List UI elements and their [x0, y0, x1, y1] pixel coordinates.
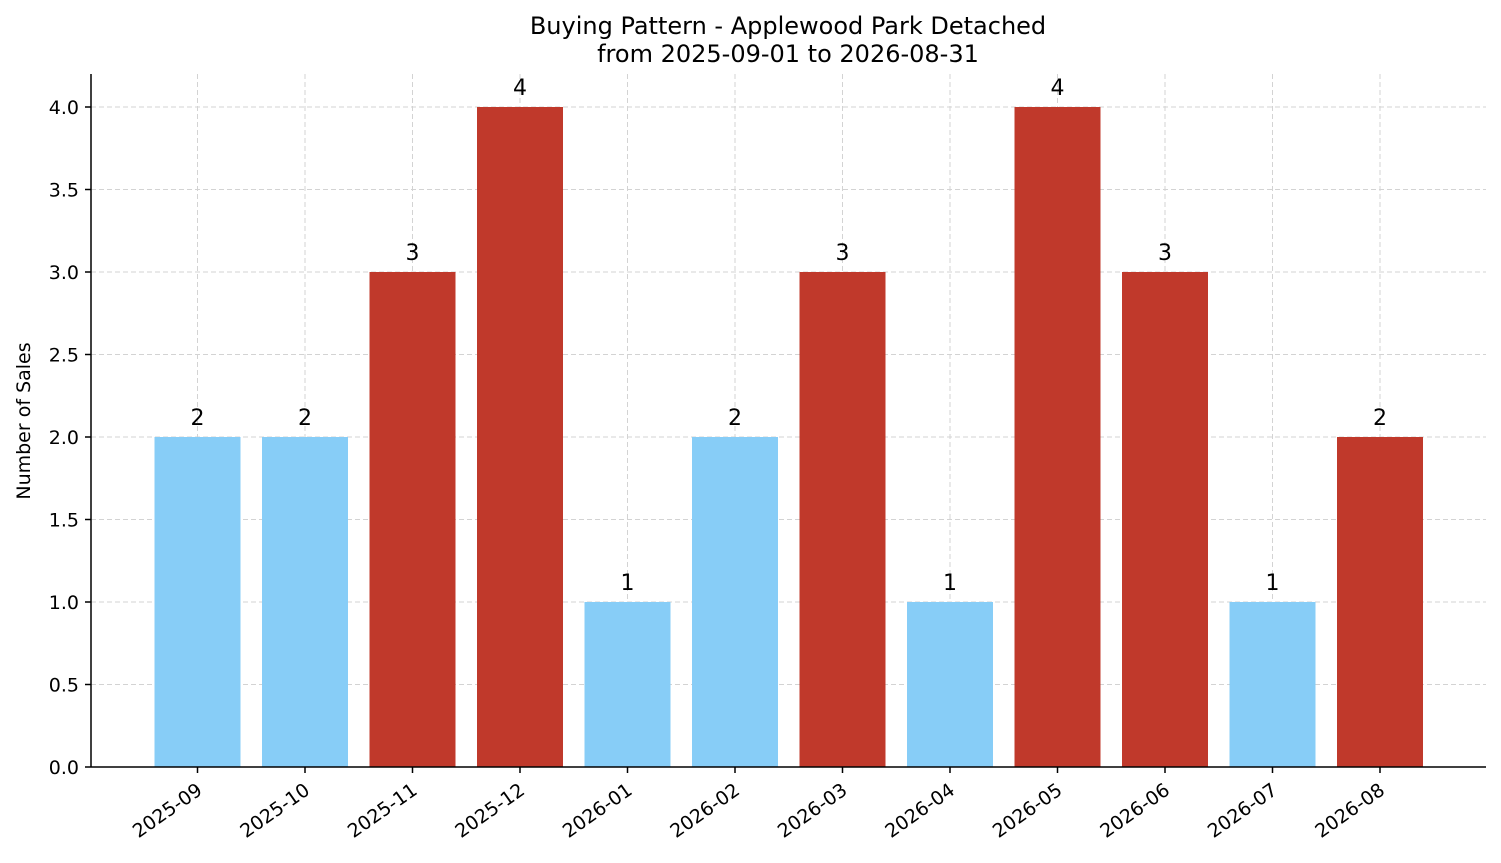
x-tick-label: 2025-11: [344, 779, 422, 843]
data-label-2026-02: 2: [728, 406, 742, 431]
data-label-2025-11: 3: [406, 241, 420, 266]
y-tick-label: 4.0: [49, 97, 79, 119]
bar-2025-11: [369, 272, 456, 767]
bar-2026-02: [692, 437, 778, 767]
bar-2026-03: [799, 272, 886, 767]
y-tick-label: 0.0: [49, 757, 79, 779]
data-label-2026-01: 1: [621, 571, 635, 596]
x-tick-label: 2025-09: [129, 779, 207, 843]
x-tick-label: 2026-06: [1096, 779, 1174, 843]
bar-2025-09: [154, 437, 241, 767]
data-labels: 2 2 3 4 1 2 3 1 4 3 1 2: [191, 76, 1388, 596]
x-tick-label: 2025-10: [236, 779, 314, 843]
y-tick-label: 3.5: [49, 180, 79, 202]
bars: [154, 107, 1423, 767]
data-label-2025-12: 4: [513, 76, 527, 101]
y-tick-label: 2.5: [49, 345, 79, 367]
bar-2025-12: [477, 107, 563, 767]
data-label-2025-10: 2: [298, 406, 312, 431]
x-tick-label: 2026-02: [666, 779, 744, 843]
bar-2026-06: [1122, 272, 1208, 767]
y-tick-label: 3.0: [49, 262, 79, 284]
x-tick-label: 2026-05: [989, 779, 1067, 843]
data-label-2026-06: 3: [1158, 241, 1172, 266]
data-label-2026-07: 1: [1266, 571, 1280, 596]
y-tick-label: 1.5: [49, 510, 79, 532]
x-tick-label: 2026-04: [881, 779, 959, 843]
x-tick-label: 2026-03: [774, 779, 852, 843]
y-tick-label: 0.5: [49, 675, 79, 697]
bar-2026-01: [584, 602, 671, 767]
chart-title-line2: from 2025-09-01 to 2026-08-31: [597, 40, 979, 68]
y-axis-label: Number of Sales: [13, 342, 35, 499]
data-label-2026-05: 4: [1051, 76, 1065, 101]
x-tick-label: 2026-01: [559, 779, 637, 843]
bar-2026-07: [1229, 602, 1316, 767]
x-tick-label: 2026-08: [1311, 779, 1389, 843]
x-tick-label: 2026-07: [1204, 779, 1282, 843]
y-tick-label: 1.0: [49, 592, 79, 614]
bar-2026-08: [1337, 437, 1423, 767]
data-label-2026-04: 1: [943, 571, 957, 596]
bar-2026-04: [907, 602, 993, 767]
bar-2026-05: [1014, 107, 1101, 767]
y-tick-label: 2.0: [49, 427, 79, 449]
data-label-2026-08: 2: [1373, 406, 1387, 431]
data-label-2026-03: 3: [836, 241, 850, 266]
bar-2025-10: [262, 437, 348, 767]
chart-title-line1: Buying Pattern - Applewood Park Detached: [530, 12, 1046, 40]
data-label-2025-09: 2: [191, 406, 205, 431]
x-tick-label: 2025-12: [451, 779, 529, 843]
